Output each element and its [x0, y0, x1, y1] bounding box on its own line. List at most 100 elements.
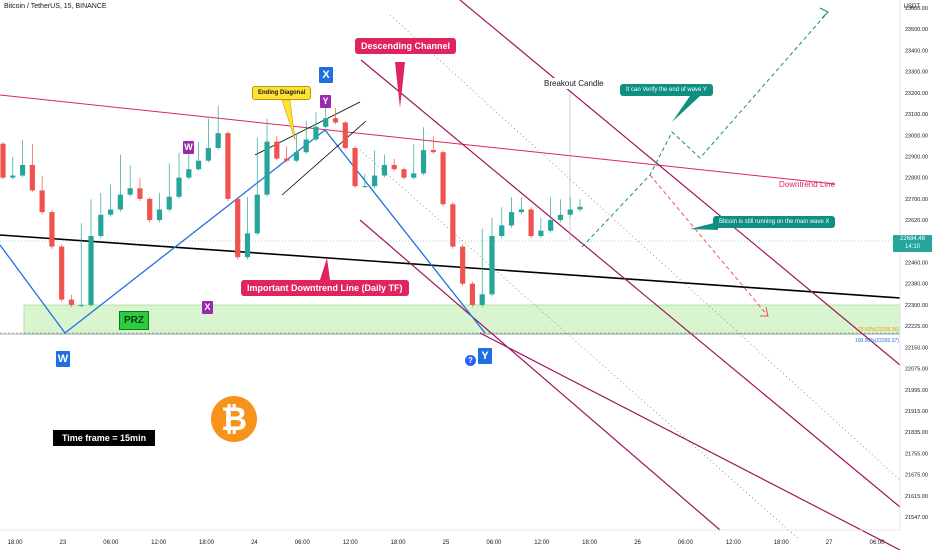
candle-body	[156, 209, 163, 221]
subwave-y-label: Y	[320, 95, 331, 108]
candle-body	[166, 196, 172, 210]
ending-diagonal-callout[interactable]: Ending Diagonal	[252, 86, 312, 100]
time-tick-label: 27	[826, 540, 833, 546]
candle-body	[137, 188, 143, 199]
candle-body	[186, 169, 192, 178]
time-tick-label: 25	[443, 540, 450, 546]
channel-upper	[360, 59, 901, 508]
time-tick-label: 06:00	[486, 540, 502, 546]
downtrend-line	[0, 94, 836, 185]
candle-body	[577, 206, 583, 210]
descending-channel-callout[interactable]: Descending Channel	[355, 38, 457, 54]
candle-body	[508, 212, 515, 226]
price-tick-label: 22380.00	[905, 282, 928, 288]
time-tick-label: 18:00	[7, 540, 23, 546]
verify-pointer	[672, 96, 700, 122]
time-tick-label: 24	[251, 540, 258, 546]
subwave-w-label: W	[183, 141, 194, 154]
time-tick-label: 06:00	[295, 540, 311, 546]
candle-body	[117, 194, 123, 210]
price-tick-label: 23500.00	[905, 27, 928, 33]
time-tick-label: 12:00	[343, 540, 359, 546]
price-tick-label: 23200.00	[905, 91, 928, 97]
candle-body	[29, 164, 35, 191]
question-icon[interactable]: ?	[465, 355, 476, 366]
candle-body	[205, 147, 211, 161]
candle-body	[0, 143, 6, 178]
candle-body	[107, 209, 114, 215]
projection-down-arrow	[760, 306, 769, 317]
time-tick-label: 06:00	[103, 540, 119, 546]
candle-body	[274, 141, 280, 159]
time-tick-label: 12:00	[151, 540, 167, 546]
price-tick-label: 22700.00	[905, 197, 928, 203]
still-running-pointer	[690, 222, 718, 230]
current-price: 22684.48	[899, 236, 926, 242]
wave-x-label: X	[319, 67, 333, 83]
currency-label: USDT	[903, 4, 920, 10]
candle-body	[293, 152, 299, 161]
price-tick-label: 23000.00	[905, 133, 928, 139]
ending-diagonal-pointer	[281, 99, 296, 141]
channel-bottom	[479, 332, 901, 550]
candle-body	[450, 204, 456, 247]
price-tick-label: 21547.00	[905, 515, 928, 521]
channel-top	[459, 0, 901, 366]
candle-body	[147, 198, 153, 221]
price-tick-label: 23600.00	[905, 6, 928, 12]
fib-786-label: 78.60%(22296.96)	[858, 327, 900, 333]
candle-body	[39, 190, 45, 213]
candle-body	[391, 164, 397, 170]
candle-body	[362, 186, 368, 188]
important-downtrend-line	[0, 234, 901, 299]
candle-body	[489, 235, 495, 295]
important-downtrend-callout[interactable]: Important Downtrend Line (Daily TF)	[241, 280, 409, 296]
price-tick-label: 23300.00	[905, 70, 928, 76]
candle-body	[88, 235, 94, 305]
candle-body	[460, 246, 466, 284]
fib-100-label: 100.00%(22292.37)	[855, 338, 899, 344]
candle-body	[430, 150, 436, 153]
time-tick-label: 26	[634, 540, 641, 546]
still-running-callout[interactable]: Bitcoin is still running on the main wav…	[713, 216, 836, 228]
price-tick-label: 21615.00	[905, 494, 928, 500]
prz-zone	[23, 304, 901, 335]
breakout-candle-label: Breakout Candle	[542, 78, 606, 89]
candle-body	[127, 188, 133, 195]
candle-body	[469, 283, 476, 305]
price-tick-label: 21835.00	[905, 430, 928, 436]
bitcoin-logo-icon: ₿	[211, 396, 257, 442]
price-tick-label: 21675.00	[905, 473, 928, 479]
candle-body	[538, 230, 544, 236]
candle-body	[518, 209, 524, 213]
candle-body	[420, 150, 427, 174]
price-tick-label: 22900.00	[905, 154, 928, 160]
candle-body	[176, 177, 182, 197]
timeframe-label: Time frame = 15min	[53, 430, 155, 446]
time-tick-label: 12:00	[534, 540, 550, 546]
candle-body	[352, 147, 358, 187]
candle-body	[342, 122, 348, 148]
candle-body	[254, 194, 260, 234]
verify-wave-callout[interactable]: It can Verify the end of wave Y	[620, 84, 713, 96]
symbol-title: Bitcoin / TetherUS, 15, BINANCE	[4, 3, 107, 10]
projection-down	[649, 174, 769, 317]
time-tick-label: 23	[60, 540, 67, 546]
time-tick-label: 18:00	[774, 540, 790, 546]
time-axis: 18:00 23 06:00 12:00 18:00 24 06:00 12:00 18:00 2…	[7, 540, 885, 546]
price-tick-label: 22225.00	[905, 324, 928, 330]
candle-body	[332, 118, 339, 123]
candle-body	[401, 169, 407, 178]
candle-body	[303, 139, 309, 153]
candle-body	[68, 299, 75, 305]
price-tick-label: 21915.00	[905, 409, 928, 415]
candle-body	[557, 214, 564, 221]
candle-body	[49, 212, 55, 247]
candle-body	[499, 225, 505, 236]
price-tick-label: 22800.00	[905, 176, 928, 182]
candle-body	[59, 246, 65, 300]
time-tick-label: 06:00	[678, 540, 694, 546]
candle-body	[225, 133, 231, 199]
time-tick-label: 18:00	[199, 540, 215, 546]
